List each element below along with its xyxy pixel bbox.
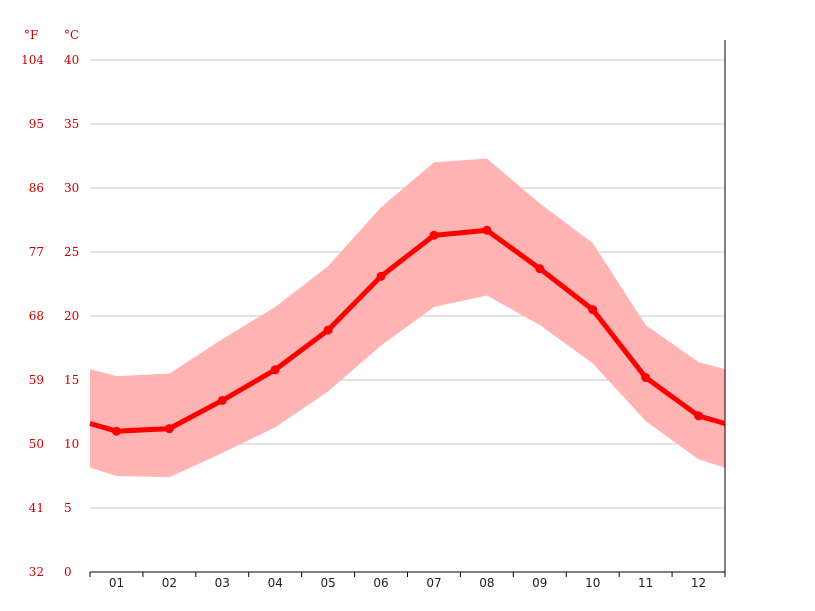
x-tick-labels: 01 02 03 04 05 06 07 08 09 10 11 12 bbox=[109, 576, 706, 590]
fahrenheit-tick-label: 86 bbox=[29, 181, 44, 195]
fahrenheit-tick-label: 59 bbox=[29, 373, 44, 387]
month-tick-label: 01 bbox=[109, 576, 124, 590]
month-tick-label: 10 bbox=[585, 576, 600, 590]
month-tick-label: 09 bbox=[532, 576, 547, 590]
data-point-02 bbox=[164, 424, 174, 434]
mean-temperature-series bbox=[89, 225, 726, 436]
celsius-tick-label: 15 bbox=[64, 373, 79, 387]
fahrenheit-tick-label: 32 bbox=[29, 565, 44, 579]
data-point-10 bbox=[588, 305, 598, 315]
data-point-05 bbox=[323, 325, 333, 335]
data-point-04 bbox=[270, 365, 280, 375]
data-point-12 bbox=[694, 411, 704, 421]
celsius-tick-label: 25 bbox=[64, 245, 79, 259]
fahrenheit-tick-label: 77 bbox=[29, 245, 44, 259]
celsius-tick-label: 30 bbox=[64, 181, 79, 195]
celsius-tick-label: 35 bbox=[64, 117, 79, 131]
month-tick-label: 04 bbox=[268, 576, 283, 590]
celsius-unit-label: °C bbox=[64, 28, 79, 42]
range-band-area bbox=[90, 158, 725, 478]
fahrenheit-tick-label: 41 bbox=[29, 501, 44, 515]
data-point-07 bbox=[429, 230, 439, 240]
month-tick-label: 06 bbox=[373, 576, 388, 590]
data-point-08 bbox=[482, 225, 492, 235]
y-tick-labels: 32 0 41 5 50 10 59 15 68 20 77 25 86 30 95 35 104 40 bbox=[21, 53, 79, 579]
celsius-tick-label: 10 bbox=[64, 437, 79, 451]
month-tick-label: 02 bbox=[162, 576, 177, 590]
mean-temperature-line bbox=[89, 227, 726, 434]
month-tick-label: 07 bbox=[426, 576, 441, 590]
data-point-06 bbox=[376, 271, 386, 281]
month-tick-label: 12 bbox=[691, 576, 706, 590]
fahrenheit-tick-label: 50 bbox=[29, 437, 44, 451]
month-tick-label: 08 bbox=[479, 576, 494, 590]
fahrenheit-tick-label: 104 bbox=[21, 53, 44, 67]
celsius-tick-label: 5 bbox=[64, 501, 72, 515]
month-tick-label: 05 bbox=[320, 576, 335, 590]
fahrenheit-tick-label: 68 bbox=[29, 309, 44, 323]
data-point-09 bbox=[535, 264, 545, 274]
axes bbox=[89, 40, 726, 577]
data-point-11 bbox=[641, 372, 651, 382]
data-point-01 bbox=[111, 426, 121, 436]
month-tick-label: 11 bbox=[638, 576, 653, 590]
data-point-03 bbox=[217, 395, 227, 405]
fahrenheit-unit-label: °F bbox=[24, 28, 38, 42]
fahrenheit-tick-label: 95 bbox=[29, 117, 44, 131]
celsius-tick-label: 40 bbox=[64, 53, 79, 67]
month-tick-label: 03 bbox=[215, 576, 230, 590]
celsius-tick-label: 20 bbox=[64, 309, 79, 323]
temperature-range-band bbox=[90, 158, 725, 478]
celsius-tick-label: 0 bbox=[64, 565, 72, 579]
